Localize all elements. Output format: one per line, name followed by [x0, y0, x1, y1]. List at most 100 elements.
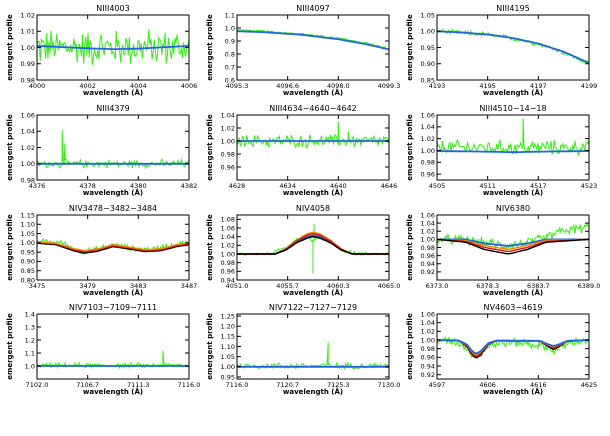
y-tick-label: 1.00: [21, 160, 35, 168]
y-tick-label: 1.02: [221, 124, 235, 132]
y-tick-label: 0.98: [21, 76, 35, 84]
x-axis-label: wavelength (Å): [83, 288, 143, 297]
y-tick-label: 0.90: [421, 60, 435, 68]
model-line-blue: [437, 339, 589, 355]
y-tick-label: 1.0: [25, 362, 35, 370]
x-tick-label: 3479: [79, 282, 96, 290]
y-tick-label: 1.00: [221, 363, 235, 371]
y-tick-label: 1.05: [421, 11, 435, 19]
panel-5: 4628 4634 4640 4646 0.96 0.98 1.00 1.02 1.04 NIII…: [206, 104, 397, 197]
x-tick-label: 4199: [581, 82, 598, 90]
x-tick-label: 4523: [581, 182, 598, 190]
x-tick-label: 7125.3: [327, 381, 350, 389]
x-tick-label: 7111.3: [127, 381, 150, 389]
panel-title: NIII4379: [96, 104, 129, 113]
observed-spectrum: [437, 336, 589, 359]
x-axis-label: wavelength (Å): [83, 188, 143, 197]
x-tick-label: 6389.0: [578, 282, 601, 290]
y-tick-label: 0.96: [221, 268, 235, 276]
x-tick-label: 4378: [79, 182, 96, 190]
y-tick-label: 1.4: [25, 310, 35, 318]
y-tick-label: 0.85: [21, 267, 35, 275]
y-tick-label: 0.8: [225, 50, 235, 58]
y-tick-label: 1.1: [25, 349, 35, 357]
y-tick-label: 1.00: [221, 250, 235, 258]
panel-title: NIV7122−7127−7129: [269, 303, 357, 312]
y-axis-label: emergent profile: [406, 14, 414, 81]
y-tick-label: 0.95: [421, 44, 435, 52]
x-tick-label: 4193: [429, 82, 446, 90]
x-tick-label: 4505: [429, 182, 446, 190]
y-tick-label: 1.10: [21, 221, 35, 229]
x-tick-label: 4195: [479, 82, 496, 90]
x-axis-label: wavelength (Å): [283, 387, 343, 396]
x-axis-label: wavelength (Å): [483, 188, 543, 197]
panel-plot-area: [37, 238, 189, 255]
observed-spectrum: [437, 28, 589, 65]
y-tick-label: 0.95: [221, 373, 235, 381]
x-tick-label: 6383.7: [527, 282, 550, 290]
y-tick-label: 1.05: [221, 353, 235, 361]
x-tick-label: 4098.0: [327, 82, 350, 90]
y-tick-label: 0.92: [421, 268, 435, 276]
x-tick-label: 4634: [279, 182, 296, 190]
panel-1: 4000 4002 4004 4006 0.98 0.99 1.00 1.01 1.02 NIII…: [6, 4, 197, 97]
model-line-blue: [37, 45, 189, 50]
x-axis-label: wavelength (Å): [483, 387, 543, 396]
panel-title: NV4603−4619: [484, 303, 543, 312]
observed-spectrum: [37, 29, 189, 65]
panel-title: NIII4195: [496, 4, 529, 13]
x-tick-label: 4616: [530, 381, 547, 389]
x-tick-label: 4051.0: [226, 282, 249, 290]
y-tick-label: 1.15: [221, 333, 235, 341]
panel-frame: [36, 313, 190, 380]
y-tick-label: 1.06: [21, 111, 35, 119]
x-tick-label: 4065.0: [378, 282, 401, 290]
observed-spectrum: [437, 117, 589, 157]
y-tick-label: 0.98: [421, 244, 435, 252]
y-tick-label: 0.98: [421, 159, 435, 167]
panel-frame: [236, 114, 390, 181]
x-axis-label: wavelength (Å): [283, 288, 343, 297]
y-axis-label: emergent profile: [206, 14, 214, 81]
x-tick-label: 6373.0: [426, 282, 449, 290]
x-tick-label: 7116.0: [178, 381, 201, 389]
y-tick-label: 1.0: [225, 24, 235, 32]
panel-9: 6373.0 6378.3 6383.7 6389.0 0.920.940.960.98…: [406, 204, 600, 297]
panel-plot-area: [37, 29, 189, 65]
y-tick-label: 1.00: [421, 147, 435, 155]
y-tick-label: 1.02: [421, 328, 435, 336]
panel-11: 7116.0 7120.7 7125.3 7130.0 0.95 1.00 1.05 1.10…: [206, 303, 400, 396]
y-tick-label: 1.08: [221, 216, 235, 224]
y-tick-label: 0.90: [21, 258, 35, 266]
y-tick-label: 1.02: [21, 144, 35, 152]
y-axis-label: emergent profile: [206, 214, 214, 281]
model-line-black: [37, 242, 189, 254]
panel-8: 4051.0 4055.7 4060.3 4065.0 0.940.960.981.00…: [206, 204, 400, 297]
y-tick-label: 1.02: [421, 228, 435, 236]
panel-6: 4505 4511 4517 4523 0.96 0.98 1.00 1.02 1.04 1.06…: [406, 104, 597, 197]
y-tick-label: 1.00: [421, 336, 435, 344]
panel-frame: [436, 313, 590, 380]
y-axis-label: emergent profile: [6, 313, 14, 380]
y-tick-label: 0.80: [21, 276, 35, 284]
x-tick-label: 4376: [29, 182, 46, 190]
x-tick-label: 3483: [130, 282, 147, 290]
x-axis-label: wavelength (Å): [83, 387, 143, 396]
panel-plot-area: [237, 121, 389, 150]
y-tick-label: 0.92: [421, 371, 435, 379]
x-tick-label: 4197: [530, 82, 547, 90]
x-tick-label: 4002: [79, 82, 96, 90]
y-axis-label: emergent profile: [6, 14, 14, 81]
y-tick-label: 1.3: [25, 323, 35, 331]
x-axis-label: wavelength (Å): [283, 188, 343, 197]
y-tick-label: 0.85: [421, 76, 435, 84]
y-tick-label: 0.94: [421, 362, 435, 370]
panel-plot-area: [237, 28, 389, 51]
x-axis-label: wavelength (Å): [483, 88, 543, 97]
y-tick-label: 1.25: [221, 312, 235, 320]
y-tick-label: 1.02: [421, 135, 435, 143]
y-tick-label: 1.02: [21, 11, 35, 19]
x-tick-label: 3475: [29, 282, 46, 290]
y-tick-label: 1.02: [221, 242, 235, 250]
